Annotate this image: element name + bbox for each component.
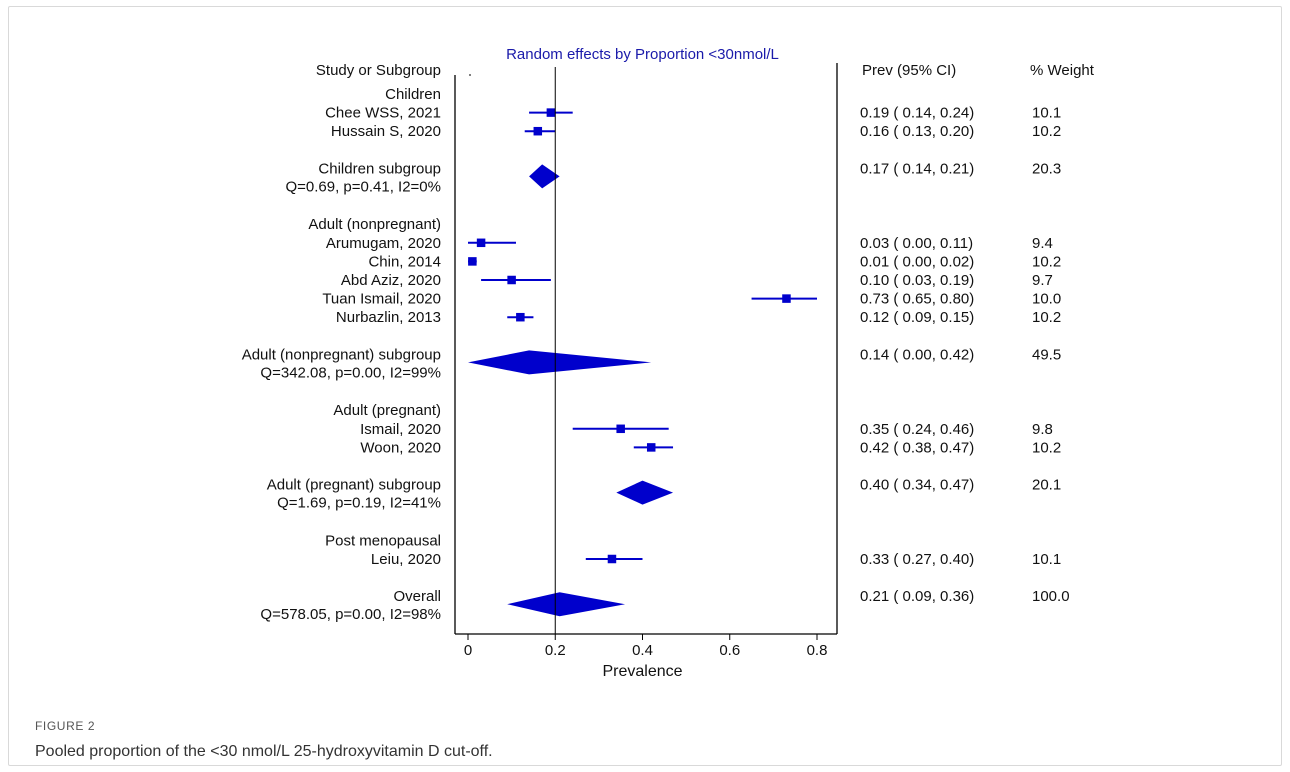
- overall-diamond: [507, 592, 626, 617]
- study-point-marker: [607, 554, 617, 564]
- study-point-marker: [468, 257, 477, 266]
- study-weight-text: 10.2: [1032, 439, 1061, 456]
- study-ci-text: 0.35 ( 0.24, 0.46): [860, 421, 974, 438]
- overall-label: Overall: [393, 588, 441, 605]
- subgroup-total-label: Children subgroup: [318, 160, 441, 177]
- figure-frame: Random effects by Proportion <30nmol/L St…: [8, 6, 1282, 766]
- subgroup-heterogeneity-stat: Q=0.69, p=0.41, I2=0%: [285, 178, 441, 195]
- column-header-weight: % Weight: [1030, 62, 1095, 79]
- study-weight-text: 10.2: [1032, 309, 1061, 326]
- study-point-marker: [533, 126, 543, 136]
- study-point-marker: [646, 443, 656, 452]
- study-ci-text: 0.33 ( 0.27, 0.40): [860, 551, 974, 568]
- study-point-marker: [616, 424, 625, 434]
- study-weight-text: 10.2: [1032, 253, 1061, 270]
- study-label: Ismail, 2020: [360, 421, 441, 438]
- subgroup-diamond: [529, 164, 560, 189]
- study-label: Tuan Ismail, 2020: [322, 291, 441, 308]
- x-axis-tick-label: 0.6: [719, 642, 740, 659]
- x-axis-tick-label: 0.8: [807, 642, 828, 659]
- subgroup-weight-text: 20.3: [1032, 160, 1061, 177]
- subgroup-total-label: Adult (pregnant) subgroup: [267, 477, 441, 494]
- study-point-marker: [516, 312, 525, 322]
- figure-label: FIGURE 2: [35, 719, 96, 733]
- study-ci-text: 0.03 ( 0.00, 0.11): [860, 235, 973, 252]
- overall-heterogeneity-stat: Q=578.05, p=0.00, I2=98%: [260, 606, 441, 623]
- study-weight-text: 9.8: [1032, 421, 1053, 438]
- column-header-study: Study or Subgroup: [316, 62, 441, 79]
- study-ci-text: 0.10 ( 0.03, 0.19): [860, 272, 974, 289]
- study-label: Woon, 2020: [360, 439, 441, 456]
- study-ci-text: 0.01 ( 0.00, 0.02): [860, 253, 974, 270]
- study-label: Abd Aziz, 2020: [341, 272, 441, 289]
- subgroup-weight-text: 20.1: [1032, 477, 1061, 494]
- study-weight-text: 9.7: [1032, 272, 1053, 289]
- study-label: Nurbazlin, 2013: [336, 309, 441, 326]
- subgroup-heterogeneity-stat: Q=342.08, p=0.00, I2=99%: [260, 364, 441, 381]
- subgroup-ci-text: 0.14 ( 0.00, 0.42): [860, 346, 974, 363]
- study-label: Hussain S, 2020: [331, 123, 441, 140]
- subgroup-header-label: Adult (pregnant): [333, 402, 441, 419]
- study-point-marker: [476, 238, 486, 248]
- study-label: Chee WSS, 2021: [325, 105, 441, 122]
- subgroup-diamond: [616, 480, 674, 505]
- subgroup-weight-text: 49.5: [1032, 346, 1061, 363]
- x-axis-tick-label: 0.2: [545, 642, 566, 659]
- subgroup-header-label: Post menopausal: [325, 532, 441, 549]
- study-weight-text: 9.4: [1032, 235, 1053, 252]
- study-weight-text: 10.1: [1032, 105, 1061, 122]
- x-axis-label: Prevalence: [602, 663, 682, 680]
- study-ci-text: 0.16 ( 0.13, 0.20): [860, 123, 974, 140]
- subgroup-diamond: [468, 350, 652, 375]
- study-label: Arumugam, 2020: [326, 235, 441, 252]
- study-weight-text: 10.1: [1032, 551, 1061, 568]
- forest-plot: Random effects by Proportion <30nmol/L St…: [242, 46, 1095, 680]
- column-header-prev: Prev (95% CI): [862, 62, 956, 79]
- subgroup-ci-text: 0.40 ( 0.34, 0.47): [860, 477, 974, 494]
- study-weight-text: 10.0: [1032, 291, 1061, 308]
- figure-caption: Pooled proportion of the <30 nmol/L 25-h…: [35, 743, 493, 760]
- subgroup-ci-text: 0.21 ( 0.09, 0.36): [860, 588, 974, 605]
- study-point-marker: [507, 275, 516, 285]
- subgroup-weight-text: 100.0: [1032, 588, 1070, 605]
- study-ci-text: 0.19 ( 0.14, 0.24): [860, 105, 974, 122]
- subgroup-total-label: Adult (nonpregnant) subgroup: [242, 346, 441, 363]
- study-label: Chin, 2014: [368, 253, 441, 270]
- study-point-marker: [782, 294, 791, 303]
- x-axis-tick-label: 0: [464, 642, 472, 659]
- study-weight-text: 10.2: [1032, 123, 1061, 140]
- x-axis-tick-label: 0.4: [632, 642, 653, 659]
- chart-title: Random effects by Proportion <30nmol/L: [506, 46, 779, 63]
- study-ci-text: 0.42 ( 0.38, 0.47): [860, 439, 974, 456]
- figure-caption-block: FIGURE 2 Pooled proportion of the <30 nm…: [35, 719, 493, 761]
- subgroup-header-label: Children: [385, 86, 441, 103]
- study-label: Leiu, 2020: [371, 551, 441, 568]
- study-ci-text: 0.12 ( 0.09, 0.15): [860, 309, 974, 326]
- subgroup-heterogeneity-stat: Q=1.69, p=0.19, I2=41%: [277, 495, 441, 512]
- study-point-marker: [546, 108, 556, 117]
- subgroup-header-label: Adult (nonpregnant): [308, 216, 441, 233]
- subgroup-ci-text: 0.17 ( 0.14, 0.21): [860, 160, 974, 177]
- study-ci-text: 0.73 ( 0.65, 0.80): [860, 291, 974, 308]
